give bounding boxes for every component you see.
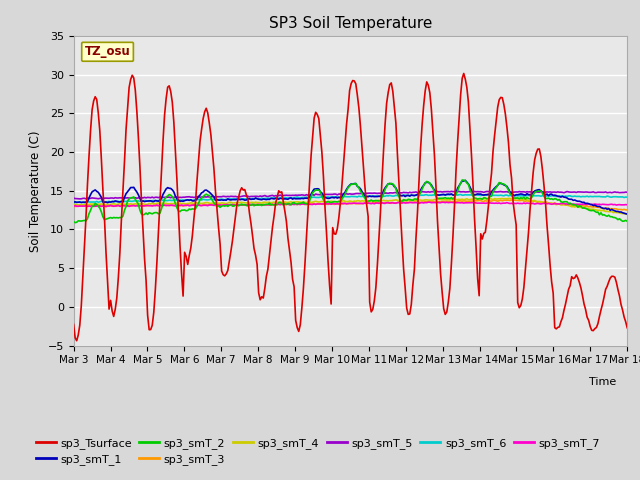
sp3_smT_3 [235,202,243,208]
sp3_smT_2 [596,212,604,217]
sp3_smT_3 [138,202,145,208]
sp3_smT_5 [432,188,440,194]
Line: sp3_Tsurface: sp3_Tsurface [74,73,627,341]
sp3_smT_3 [508,197,515,203]
sp3_smT_7 [264,202,272,207]
sp3_smT_7 [139,203,147,209]
sp3_Tsurface [623,325,631,331]
sp3_smT_3 [253,201,261,207]
sp3_smT_6 [312,194,319,200]
sp3_smT_3 [594,204,602,210]
sp3_Tsurface [255,290,262,296]
sp3_smT_5 [236,194,244,200]
sp3_smT_4 [138,201,145,207]
sp3_smT_5 [76,196,84,202]
Legend: sp3_Tsurface, sp3_smT_1, sp3_smT_2, sp3_smT_3, sp3_smT_4, sp3_smT_5, sp3_smT_6, : sp3_Tsurface, sp3_smT_1, sp3_smT_2, sp3_… [31,433,604,469]
sp3_smT_4 [262,200,270,205]
sp3_smT_1 [623,211,631,217]
Line: sp3_smT_7: sp3_smT_7 [74,202,627,206]
sp3_smT_2 [236,202,244,208]
sp3_smT_4 [70,202,77,207]
sp3_smT_1 [262,197,270,203]
sp3_smT_3 [70,204,77,209]
sp3_smT_6 [70,200,77,205]
sp3_Tsurface [596,313,604,319]
sp3_Tsurface [73,338,81,344]
Text: Time: Time [589,376,616,386]
sp3_smT_7 [70,204,77,209]
sp3_smT_1 [461,178,469,183]
sp3_Tsurface [139,227,147,233]
sp3_smT_3 [623,207,631,213]
Line: sp3_smT_5: sp3_smT_5 [74,191,627,199]
sp3_smT_5 [70,195,77,201]
sp3_smT_5 [255,194,262,200]
sp3_smT_6 [446,192,454,197]
sp3_smT_7 [236,202,244,208]
sp3_smT_2 [139,212,147,218]
sp3_smT_1 [312,186,319,192]
sp3_smT_7 [314,201,321,207]
sp3_smT_3 [262,202,270,207]
sp3_smT_1 [253,196,261,202]
sp3_smT_5 [314,192,321,197]
sp3_Tsurface [314,111,321,117]
sp3_smT_5 [139,195,147,201]
sp3_smT_7 [596,202,604,207]
Text: TZ_osu: TZ_osu [84,45,131,58]
sp3_smT_4 [253,200,261,205]
sp3_smT_6 [623,194,631,200]
Line: sp3_smT_1: sp3_smT_1 [74,180,627,214]
sp3_smT_2 [314,187,321,193]
sp3_smT_2 [70,219,77,225]
sp3_smT_4 [312,198,319,204]
sp3_smT_5 [596,189,604,195]
sp3_smT_6 [594,193,602,199]
sp3_smT_6 [262,195,270,201]
Line: sp3_smT_6: sp3_smT_6 [74,194,627,203]
sp3_smT_7 [424,199,432,205]
sp3_smT_2 [255,202,262,208]
sp3_smT_6 [235,196,243,202]
sp3_smT_2 [71,220,79,226]
sp3_Tsurface [70,322,77,327]
sp3_smT_1 [70,199,77,205]
sp3_smT_4 [235,200,243,205]
sp3_smT_1 [594,204,602,209]
sp3_smT_4 [623,211,631,217]
Y-axis label: Soil Temperature (C): Soil Temperature (C) [29,130,42,252]
sp3_Tsurface [264,266,272,272]
sp3_smT_1 [235,196,243,202]
sp3_smT_4 [509,195,517,201]
sp3_smT_5 [623,189,631,195]
sp3_smT_2 [264,202,272,207]
sp3_smT_3 [312,202,319,207]
sp3_smT_7 [623,202,631,208]
sp3_smT_6 [253,195,261,201]
sp3_Tsurface [236,188,244,194]
Title: SP3 Soil Temperature: SP3 Soil Temperature [269,16,432,31]
sp3_smT_2 [623,218,631,224]
sp3_smT_7 [125,204,133,209]
Line: sp3_smT_4: sp3_smT_4 [74,198,627,214]
sp3_smT_6 [138,198,145,204]
sp3_Tsurface [460,71,468,76]
sp3_smT_5 [264,193,272,199]
sp3_smT_4 [594,207,602,213]
sp3_smT_2 [458,177,466,183]
Line: sp3_smT_2: sp3_smT_2 [74,180,627,223]
Line: sp3_smT_3: sp3_smT_3 [74,200,627,210]
sp3_smT_1 [138,199,145,204]
sp3_smT_7 [255,202,262,207]
